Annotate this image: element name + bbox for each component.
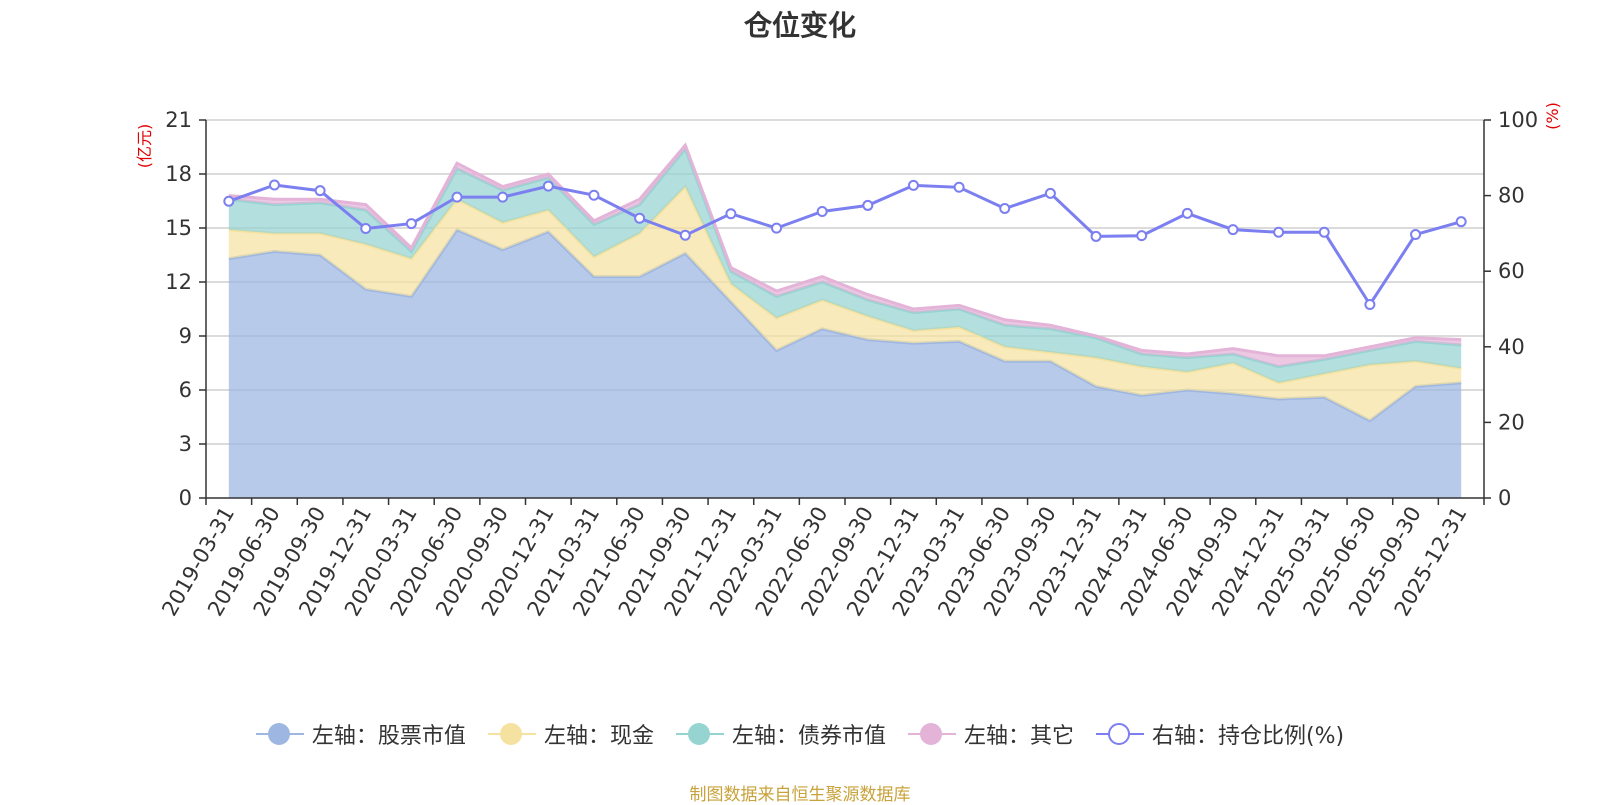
holding-ratio-point xyxy=(1181,207,1193,219)
holding-ratio-point xyxy=(1090,230,1102,242)
chart-title: 仓位变化 xyxy=(743,9,856,42)
right-tick-label: 100 xyxy=(1498,108,1538,132)
right-axis-unit: (%) xyxy=(1543,102,1562,130)
legend-item-other[interactable]: 左轴：其它 xyxy=(907,718,1074,750)
holding-ratio-point xyxy=(451,191,463,203)
left-tick-label: 6 xyxy=(179,378,192,402)
legend-label-cash: 左轴：现金 xyxy=(543,724,654,749)
legend: 左轴：股票市值 左轴：现金 左轴：债券市值 左轴：其它 右轴：持仓比例(%) xyxy=(0,718,1600,750)
left-axis-unit: (亿元) xyxy=(135,124,154,169)
holding-ratio-point xyxy=(907,179,919,191)
legend-label-stock-value: 左轴：股票市值 xyxy=(311,724,466,749)
holding-ratio-point xyxy=(953,181,965,193)
holding-ratio-point xyxy=(1410,229,1422,241)
source-note: 制图数据来自恒生聚源数据库 xyxy=(689,785,911,805)
holding-ratio-point xyxy=(634,212,646,224)
left-tick-label: 18 xyxy=(165,162,192,186)
holding-ratio-point xyxy=(999,202,1011,214)
area-左轴：现金 xyxy=(228,186,1462,421)
holding-ratio-point xyxy=(1227,224,1239,236)
holding-ratio-path xyxy=(228,183,1462,308)
left-tick-label: 9 xyxy=(179,324,192,348)
holding-ratio-point xyxy=(1136,230,1148,242)
left-tick-label: 3 xyxy=(179,432,192,456)
holding-ratio-point xyxy=(1044,187,1056,199)
area-edge-左轴：其它 xyxy=(228,142,1462,358)
right-tick-label: 40 xyxy=(1498,335,1525,359)
holding-ratio-point xyxy=(725,208,737,220)
holding-ratio-point xyxy=(1318,226,1330,238)
left-tick-label: 21 xyxy=(165,108,192,132)
holding-ratio-point xyxy=(268,179,280,191)
legend-swatch-other xyxy=(907,722,956,746)
holding-ratio-point xyxy=(497,191,509,203)
legend-swatch-bond-value xyxy=(675,722,724,746)
legend-item-holding-ratio[interactable]: 右轴：持仓比例(%) xyxy=(1095,718,1345,750)
area-左轴：债券市值 xyxy=(228,148,1462,383)
holding-ratio-point xyxy=(223,195,235,207)
left-tick-label: 15 xyxy=(165,216,192,240)
right-tick-label: 0 xyxy=(1498,486,1511,510)
legend-label-other: 左轴：其它 xyxy=(963,724,1074,749)
right-tick-label: 60 xyxy=(1498,259,1525,283)
legend-label-holding-ratio: 右轴：持仓比例(%) xyxy=(1151,724,1345,749)
holding-ratio-line xyxy=(223,179,1467,310)
left-tick-label: 12 xyxy=(165,270,192,294)
area-左轴：股票市值 xyxy=(228,229,1462,499)
right-tick-label: 80 xyxy=(1498,184,1525,208)
legend-label-bond-value: 左轴：债券市值 xyxy=(731,724,886,749)
holding-ratio-point xyxy=(862,199,874,211)
holding-ratio-point xyxy=(588,189,600,201)
left-tick-label: 0 xyxy=(179,486,192,510)
legend-item-stock-value[interactable]: 左轴：股票市值 xyxy=(255,718,466,750)
legend-item-cash[interactable]: 左轴：现金 xyxy=(487,718,654,750)
holding-ratio-point xyxy=(679,229,691,241)
holding-ratio-point xyxy=(1364,298,1376,310)
stacked-areas xyxy=(228,142,1462,499)
holding-ratio-point xyxy=(405,218,417,230)
legend-swatch-stock-value xyxy=(255,722,304,746)
legend-swatch-cash xyxy=(487,722,536,746)
holding-ratio-point xyxy=(542,180,554,192)
legend-swatch-holding-ratio xyxy=(1095,722,1144,746)
holding-ratio-point xyxy=(1273,226,1285,238)
holding-ratio-point xyxy=(360,222,372,234)
holding-ratio-point xyxy=(1455,216,1467,228)
legend-item-bond-value[interactable]: 左轴：债券市值 xyxy=(675,718,886,750)
holding-ratio-point xyxy=(771,222,783,234)
holding-ratio-point xyxy=(816,205,828,217)
right-tick-label: 20 xyxy=(1498,410,1525,434)
holding-ratio-point xyxy=(314,185,326,197)
